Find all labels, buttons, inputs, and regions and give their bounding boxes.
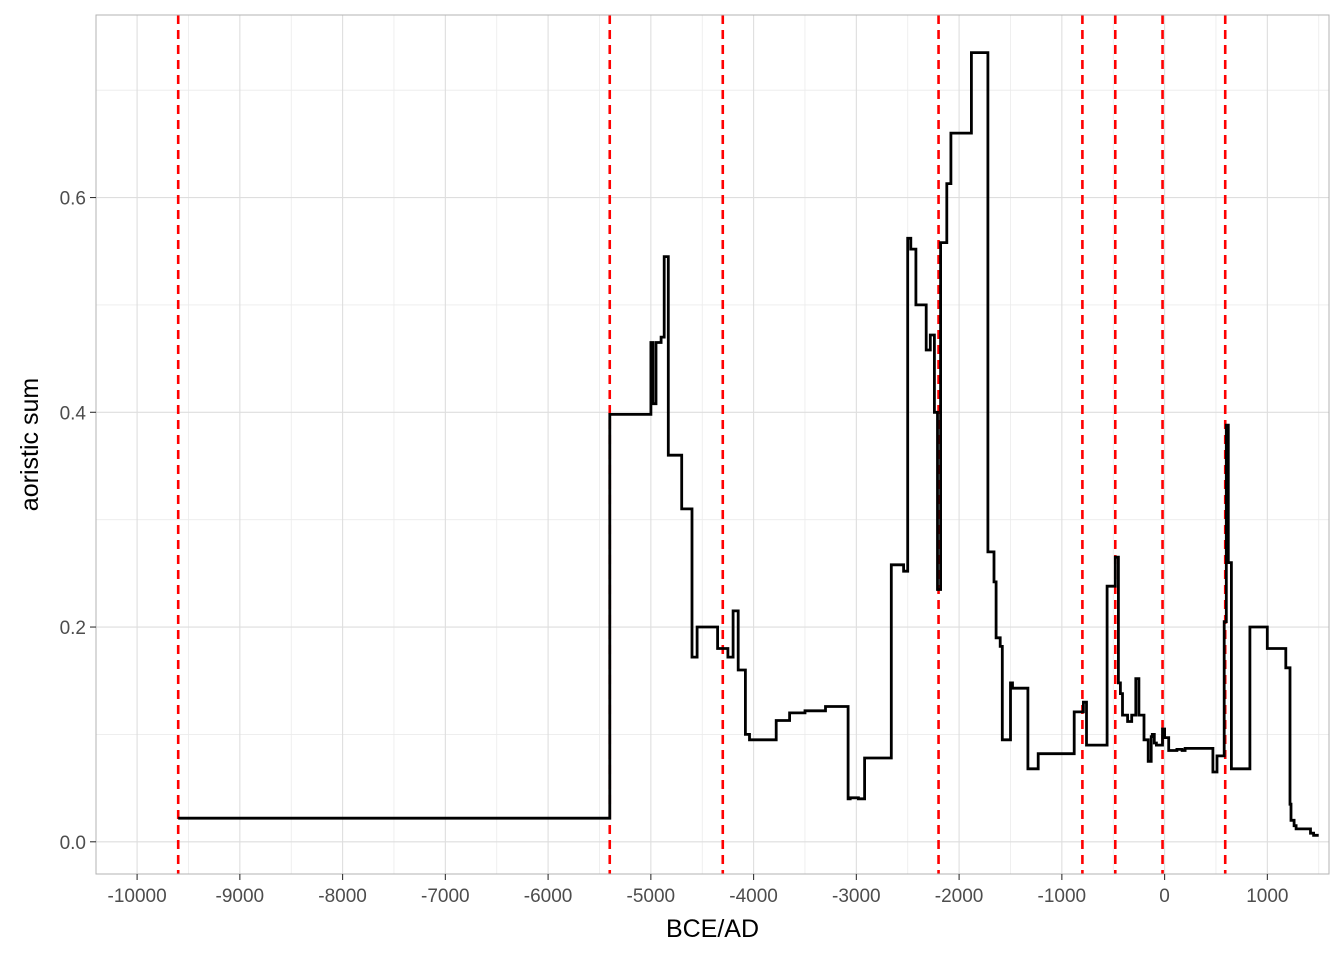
x-tick-label: 1000 xyxy=(1246,886,1288,907)
y-tick-label: 0.4 xyxy=(60,403,87,424)
y-axis-ticks: 0.0 0.2 0.4 0.6 xyxy=(60,189,96,854)
red-dashed-reference-lines xyxy=(176,15,1227,874)
x-tick-label: -6000 xyxy=(524,886,573,907)
x-tick-label: -1000 xyxy=(1038,886,1087,907)
x-tick-label: -5000 xyxy=(627,886,676,907)
x-tick-label: -10000 xyxy=(108,886,167,907)
x-tick-label: -8000 xyxy=(318,886,367,907)
x-tick-label: 0 xyxy=(1159,886,1170,907)
plot-panel-border xyxy=(95,14,1330,875)
x-tick-label: -4000 xyxy=(729,886,778,907)
major-gridlines xyxy=(96,15,1329,874)
y-tick-label: 0.6 xyxy=(60,189,86,210)
x-tick-label: -9000 xyxy=(216,886,265,907)
minor-gridlines xyxy=(96,15,1329,874)
x-tick-label: -2000 xyxy=(935,886,984,907)
y-tick-label: 0.0 xyxy=(60,833,86,854)
y-tick-label: 0.2 xyxy=(60,618,86,639)
x-tick-label: -7000 xyxy=(421,886,470,907)
x-axis-title: BCE/AD xyxy=(666,915,759,943)
y-axis-title: aoristic sum xyxy=(16,378,44,511)
x-tick-label: -3000 xyxy=(832,886,881,907)
aoristic-sum-step-line xyxy=(178,51,1319,837)
x-axis-ticks: -10000 -9000 -8000 -7000 -6000 -5000 -4000 -300… xyxy=(108,874,1288,907)
